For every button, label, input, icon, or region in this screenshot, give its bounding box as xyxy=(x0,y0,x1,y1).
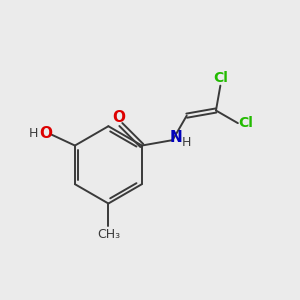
Text: H: H xyxy=(182,136,191,149)
Text: N: N xyxy=(170,130,182,145)
Text: H: H xyxy=(29,127,38,140)
Text: Cl: Cl xyxy=(213,71,228,85)
Text: O: O xyxy=(39,126,52,141)
Text: CH₃: CH₃ xyxy=(97,228,120,241)
Text: Cl: Cl xyxy=(239,116,254,130)
Text: O: O xyxy=(112,110,125,125)
